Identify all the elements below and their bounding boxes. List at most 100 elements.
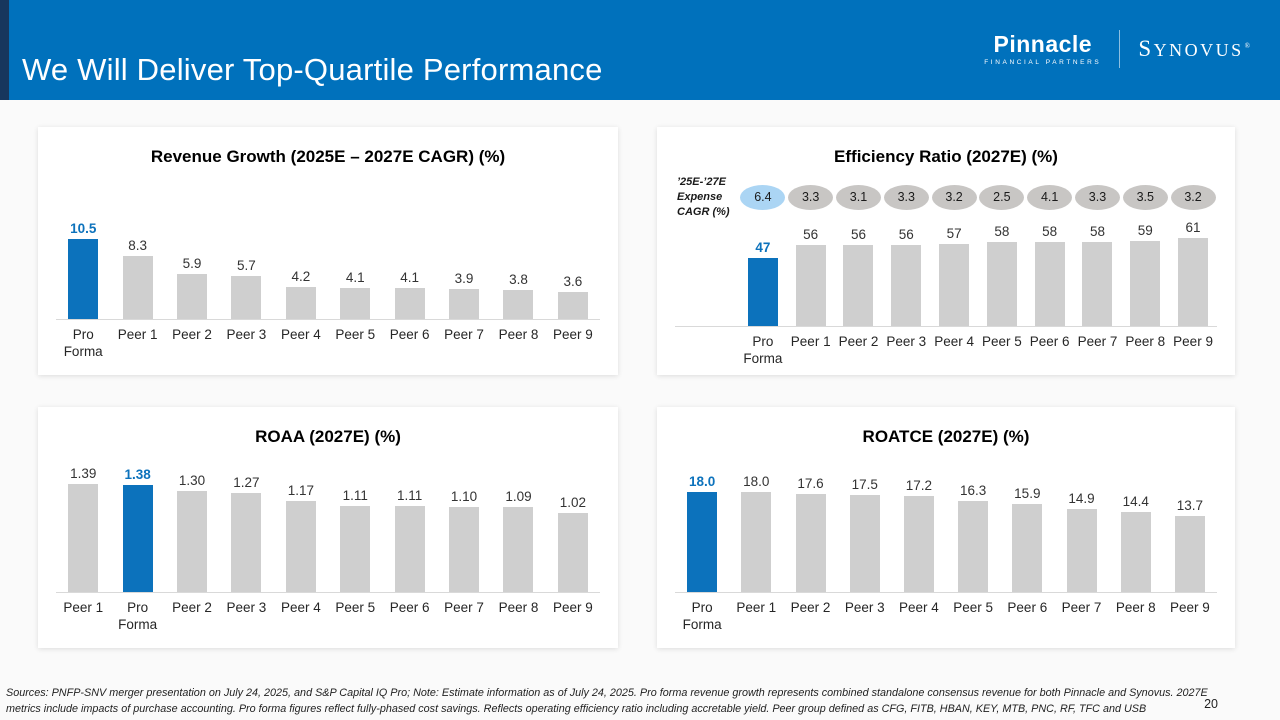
x-axis-category-label: Peer 3 <box>844 599 885 615</box>
x-axis-category-label: Peer 6 <box>1007 599 1048 615</box>
bar-value-label: 1.38 <box>124 466 151 482</box>
bar-value-label: 3.6 <box>563 273 583 289</box>
peer-bar <box>177 273 208 319</box>
bar-column: 58 <box>978 224 1026 326</box>
bar-value-label: 17.5 <box>851 476 878 492</box>
bar-column: 4.1 <box>382 270 436 319</box>
bar-column: 57 <box>930 226 978 326</box>
plot-area: 47 56 56 56 57 58 58 58 59 61 <box>675 220 1217 327</box>
bar-column: 17.5 <box>838 477 892 592</box>
x-axis-category-label: Peer 7 <box>1061 599 1102 615</box>
peer-bar <box>231 492 262 592</box>
bar-value-label: 56 <box>803 226 819 242</box>
bar-value-label: 58 <box>1042 223 1058 239</box>
bar-column: 56 <box>835 227 883 326</box>
bar-value-label: 56 <box>898 226 914 242</box>
bar-column: 3.6 <box>546 274 600 319</box>
peer-bar <box>903 495 934 592</box>
bar-column: 1.02 <box>546 495 600 592</box>
bar-column: 18.0 <box>729 474 783 592</box>
bar-value-label: 61 <box>1185 219 1201 235</box>
peer-bar <box>177 490 208 592</box>
peer-bar <box>843 244 874 326</box>
expense-cagr-bubble: 2.5 <box>979 184 1025 210</box>
peer-bar <box>557 291 588 319</box>
peer-bar <box>986 241 1017 326</box>
x-axis-category-label: Peer 2 <box>172 599 212 615</box>
bar-column: 1.30 <box>165 473 219 592</box>
expense-cagr-label: ’25E-’27E Expense CAGR (%) <box>677 176 730 218</box>
peer-bar <box>795 244 826 326</box>
x-axis-category-label: Peer 4 <box>280 599 321 615</box>
bar-value-label: 8.3 <box>128 237 147 253</box>
plot-area: 1.39 1.38 1.30 1.27 1.17 1.11 1.11 1.10 1.09 1.02 <box>56 466 600 593</box>
bar-column: 1.09 <box>491 489 545 592</box>
xlabels-gutter <box>675 333 739 368</box>
chart-title: Revenue Growth (2025E – 2027E CAGR) (%) <box>150 147 506 166</box>
bar-value-label: 4.1 <box>345 269 365 285</box>
expense-cagr-bubble-col: 3.5 <box>1121 184 1169 210</box>
bar-column: 3.9 <box>437 271 491 319</box>
expense-cagr-bubble-col: 6.4 <box>739 184 787 210</box>
peer-bar <box>449 506 480 592</box>
expense-cagr-bubble-col: 3.3 <box>882 184 930 210</box>
pinnacle-subtext: FINANCIAL PARTNERS <box>984 58 1102 66</box>
x-axis-category-label: Peer 7 <box>1077 333 1118 349</box>
bar-column: 18.0 <box>675 474 729 592</box>
expense-cagr-bubble-col: 3.2 <box>1169 184 1217 210</box>
x-axis-category-label: Peer 9 <box>1170 599 1210 615</box>
x-axis-category-label: Peer 1 <box>790 333 831 349</box>
bar-value-label: 1.11 <box>397 487 423 503</box>
roatce-chart-card: ROATCE (2027E) (%) 18.0 18.0 17.6 17.5 17.2 1… <box>657 407 1235 648</box>
x-axis-category-label: Peer 5 <box>981 333 1022 349</box>
expense-cagr-bubble-col: 3.3 <box>787 184 835 210</box>
bar-value-label: 47 <box>755 239 771 255</box>
bar-column: 14.4 <box>1109 494 1163 592</box>
bar-value-label: 5.7 <box>237 257 256 273</box>
x-axis-category-label: Peer 5 <box>335 326 376 342</box>
bar-column: 1.17 <box>274 483 328 592</box>
expense-cagr-bubble: 4.1 <box>1027 184 1073 210</box>
peer-bar <box>1066 508 1097 592</box>
expense-cagr-bubble: 3.3 <box>788 184 834 210</box>
bar-column: 15.9 <box>1000 486 1054 592</box>
x-axis-category-label: Peer 2 <box>838 333 879 349</box>
x-axis-category-label: Peer 4 <box>934 333 974 349</box>
bar-column: 17.6 <box>783 476 837 592</box>
pinnacle-logo: Pinnacle FINANCIAL PARTNERS <box>984 30 1102 66</box>
bar-column: 1.11 <box>328 488 382 592</box>
x-axis-category-label: Peer 2 <box>790 599 831 615</box>
x-axis-category-label: Peer 3 <box>886 333 927 349</box>
x-axis-category-label: Peer 9 <box>1173 333 1213 349</box>
page-number: 20 <box>1204 697 1218 711</box>
bar-value-label: 17.2 <box>905 477 933 493</box>
peer-bar <box>285 286 316 319</box>
bar-value-label: 57 <box>946 225 962 241</box>
bar-column: 1.38 <box>110 467 164 592</box>
bar-value-label: 58 <box>1089 223 1105 239</box>
x-axis-category-label: Pro Forma <box>118 599 158 633</box>
bar-value-label: 56 <box>850 226 866 242</box>
bar-value-label: 18.0 <box>743 473 770 489</box>
bar-column: 17.2 <box>892 478 946 592</box>
x-axis-category-label: Peer 4 <box>899 599 939 615</box>
x-axis-category-label: Peer 8 <box>1125 333 1166 349</box>
expense-cagr-bubble-col: 3.1 <box>835 184 883 210</box>
x-axis-labels: Pro Forma Peer 1 Peer 2 Peer 3 Peer 4 Peer 5 P… <box>56 326 600 361</box>
x-axis-category-label: Peer 3 <box>226 599 267 615</box>
efficiency-ratio-chart-card: Efficiency Ratio (2027E) (%) ’25E-’27E E… <box>657 127 1235 375</box>
x-axis-labels: Peer 1 Pro Forma Peer 2 Peer 3 Peer 4 Peer 5 P… <box>56 599 600 634</box>
peer-bar <box>939 243 970 326</box>
bar-value-label: 17.6 <box>797 475 824 491</box>
header-bar: We Will Deliver Top-Quartile Performance… <box>0 0 1280 100</box>
expense-cagr-bubble: 6.4 <box>740 184 786 210</box>
pro-forma-bar <box>687 491 718 592</box>
peer-bar <box>1012 503 1043 592</box>
x-axis-category-label: Peer 4 <box>280 326 321 342</box>
peer-bar <box>394 287 425 319</box>
bar-column: 16.3 <box>946 483 1000 592</box>
bar-column: 3.8 <box>491 272 545 319</box>
bar-column: 58 <box>1074 224 1122 326</box>
pinnacle-wordmark: Pinnacle <box>993 30 1093 57</box>
x-axis-category-label: Peer 6 <box>1029 333 1070 349</box>
